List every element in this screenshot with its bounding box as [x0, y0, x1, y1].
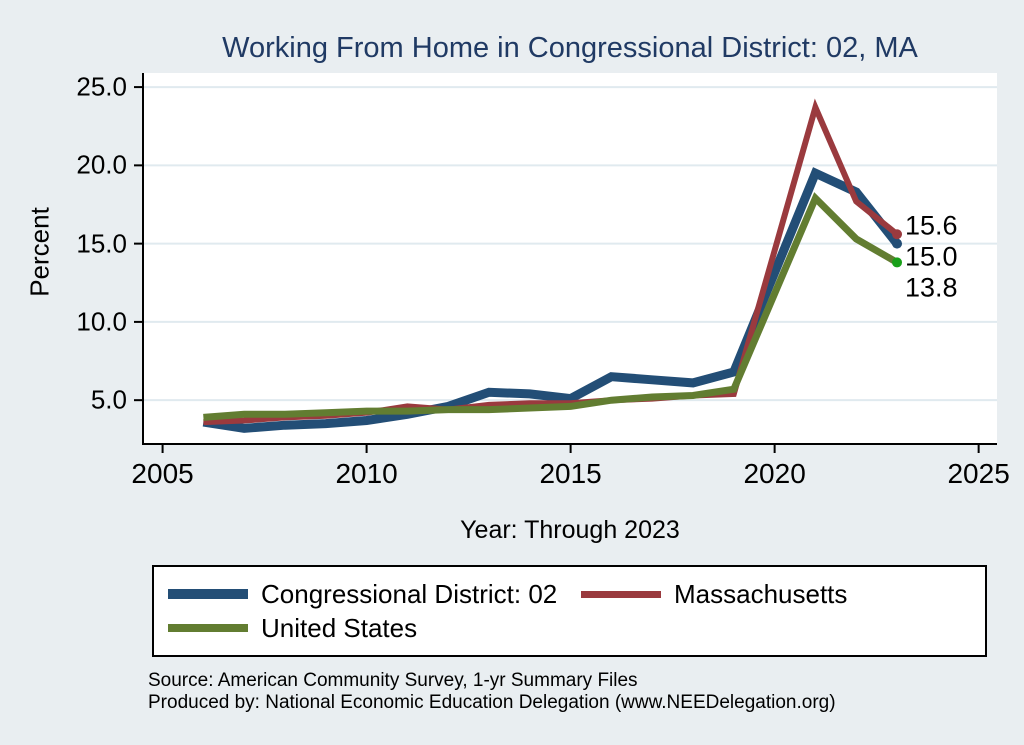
legend-swatch-state	[581, 590, 661, 598]
legend-label-district: Congressional District: 02	[261, 578, 558, 609]
legend-swatch-district	[168, 589, 248, 599]
y-tick-label: 25.0	[76, 71, 127, 102]
x-tick-label: 2025	[947, 458, 1010, 489]
y-tick-label: 15.0	[76, 228, 127, 259]
x-axis-title: Year: Through 2023	[460, 516, 680, 544]
x-tick-label: 2020	[743, 458, 806, 489]
legend-label-state: Massachusetts	[674, 578, 848, 609]
series-end-label: 15.6	[905, 210, 958, 241]
x-tick-label: 2015	[539, 458, 602, 489]
y-tick-label: 5.0	[90, 384, 127, 415]
x-tick-label: 2010	[335, 458, 398, 489]
source-line: Source: American Community Survey, 1-yr …	[148, 670, 638, 691]
source-note: Source: American Community Survey, 1-yr …	[148, 670, 836, 714]
legend-swatch-us	[168, 624, 248, 632]
x-tick-label: 2005	[131, 458, 194, 489]
producer-line: Produced by: National Economic Education…	[148, 692, 836, 713]
series-end-label: 13.8	[905, 272, 958, 303]
series-end-label: 15.0	[905, 241, 958, 272]
legend-item-district: Congressional District: 02	[168, 579, 581, 610]
y-tick-label: 10.0	[76, 306, 127, 337]
legend: Congressional District: 02 Massachusetts…	[152, 565, 987, 657]
legend-label-us: United States	[261, 612, 418, 643]
y-axis-label: Percent	[24, 207, 55, 297]
legend-item-state: Massachusetts	[581, 579, 985, 610]
legend-item-us: United States	[168, 613, 581, 644]
chart-title: Working From Home in Congressional Distr…	[222, 32, 918, 64]
y-tick-label: 20.0	[76, 149, 127, 180]
